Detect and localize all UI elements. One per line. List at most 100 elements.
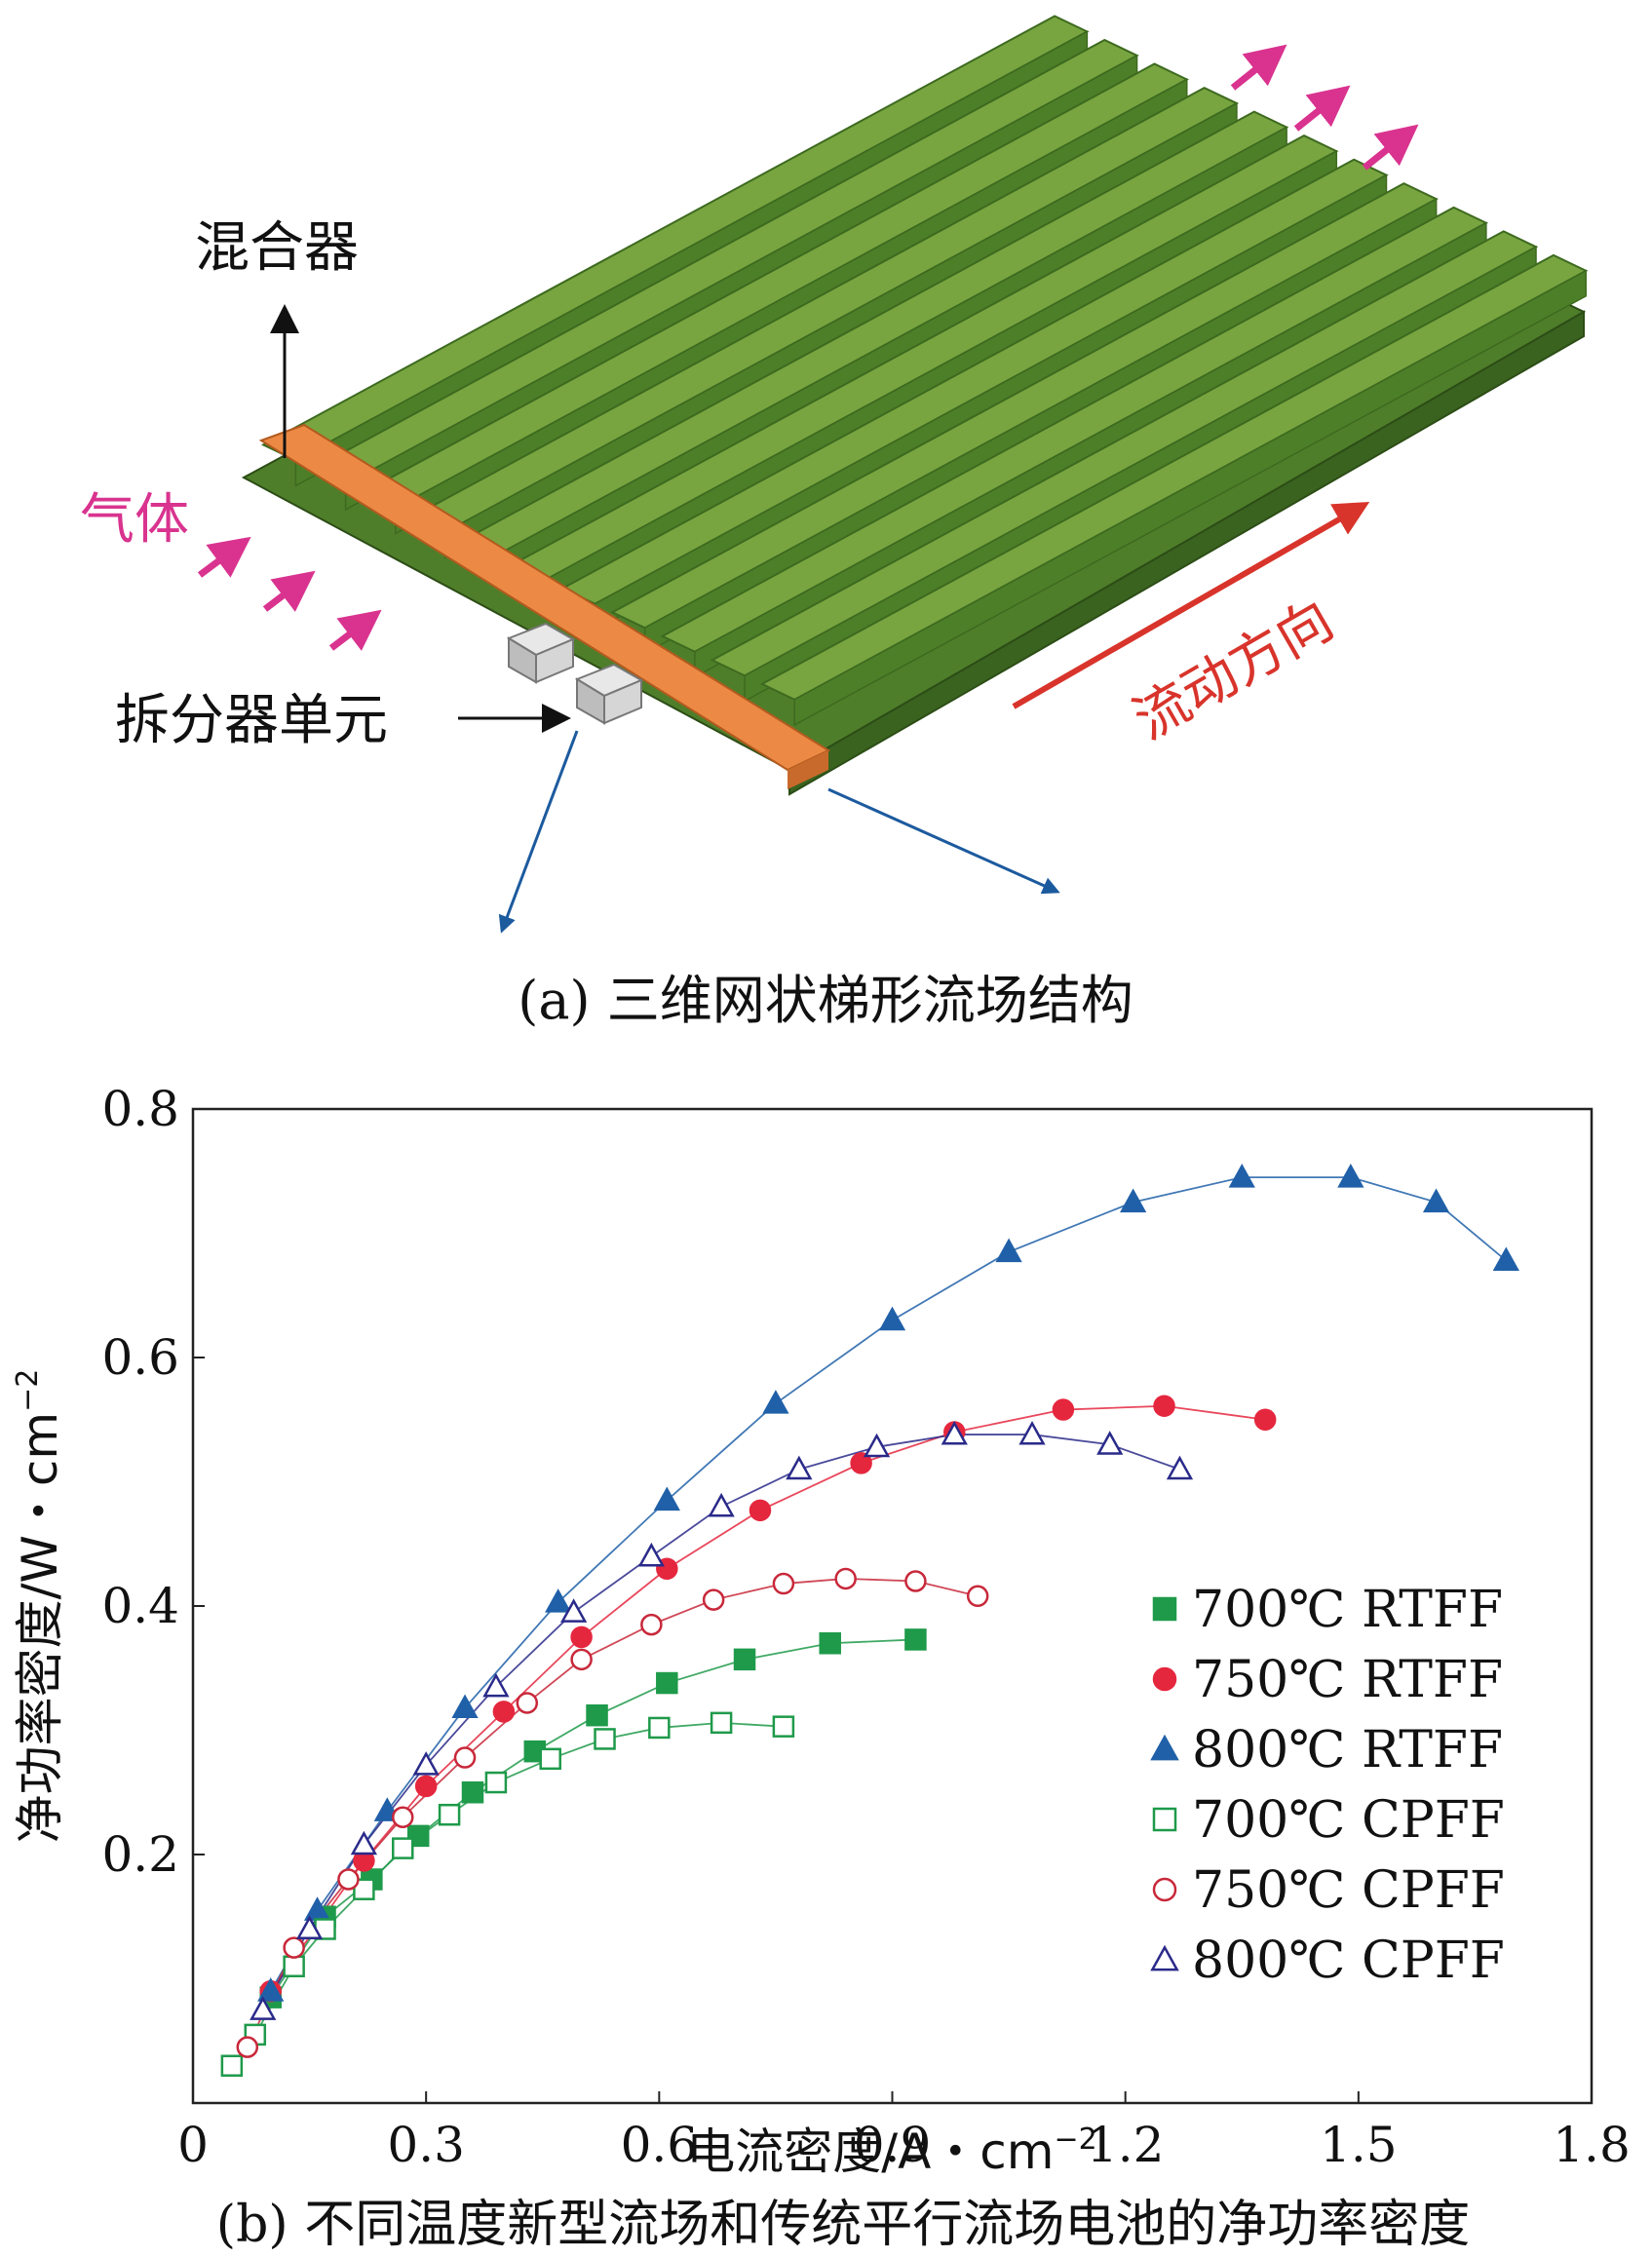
y-tick-label: 0.2 — [101, 1826, 179, 1883]
label-gas: 气体 — [80, 488, 189, 552]
data-point — [904, 1570, 927, 1592]
series-line — [246, 1578, 979, 2048]
flow-direction-arrow — [1012, 502, 1370, 709]
bottom-arrow-right — [827, 787, 1060, 895]
data-point — [570, 1648, 593, 1671]
legend-marker — [1152, 1807, 1177, 1832]
legend-marker — [1152, 1877, 1177, 1902]
legend-label: 700℃ CPFF — [1192, 1791, 1505, 1850]
data-point — [353, 1878, 375, 1900]
data-point — [484, 1771, 508, 1794]
data-point — [295, 1915, 324, 1939]
data-point — [570, 1626, 593, 1649]
data-point — [1052, 1398, 1075, 1421]
series-line — [269, 1176, 1507, 1992]
series-line — [231, 1721, 784, 2067]
ridge-side — [793, 269, 1587, 727]
x-tick-label: 0 — [177, 2117, 209, 2173]
legend-marker — [1150, 1944, 1179, 1971]
label-flow-direction: 流动方向 — [1124, 589, 1344, 752]
legend: 700℃ RTFF 750℃ RTFF 800℃ RTFF 700℃ CPFF 750℃… — [1150, 1581, 1505, 1990]
y-axis-label-text: 净功率密度/W・cm — [12, 1412, 68, 1843]
data-point — [236, 2036, 259, 2058]
x-tick-label: 1.2 — [1087, 2117, 1165, 2173]
data-point — [995, 1238, 1022, 1263]
data-point — [516, 1692, 539, 1714]
data-point — [1492, 1246, 1519, 1271]
data-point — [283, 1936, 305, 1959]
legend-label: 750℃ RTFF — [1192, 1651, 1503, 1709]
ridge-group — [260, 15, 1589, 727]
series-line — [261, 1434, 1180, 2010]
data-point — [710, 1711, 733, 1735]
splitter-blocks — [506, 622, 644, 725]
data-point — [1166, 1455, 1194, 1480]
series-line — [269, 1638, 916, 1999]
data-point — [257, 1977, 285, 2002]
y-axis-label-sup: −2 — [11, 1369, 45, 1412]
data-point — [1153, 1395, 1175, 1417]
legend-label: 800℃ RTFF — [1192, 1721, 1503, 1779]
flow-field-diagram: 混合器 气体 拆分器单元 流动方向 (a) 三维网状梯形流场结构 — [80, 15, 1589, 1031]
data-point — [1337, 1164, 1364, 1188]
data-point — [414, 1775, 438, 1798]
data-point — [653, 1486, 680, 1511]
y-tick-label: 0.6 — [101, 1329, 179, 1386]
data-point — [220, 2054, 244, 2077]
axis-ticks: 0 0.3 0.6 0.9 1.2 1.5 1.8 0.2 0.4 0.6 0.8 — [101, 1081, 1630, 2173]
power-density-chart: 0 0.3 0.6 0.9 1.2 1.5 1.8 0.2 0.4 0.6 0.8 700℃ RTF… — [11, 1081, 1631, 2254]
data-point — [1422, 1188, 1450, 1213]
data-point — [834, 1567, 857, 1590]
data-point — [392, 1837, 414, 1859]
data-point — [482, 1672, 510, 1698]
y-tick-label: 0.8 — [101, 1081, 179, 1137]
data-point — [1253, 1408, 1277, 1431]
data-point — [594, 1728, 616, 1750]
inlet-arrow-3 — [328, 609, 382, 651]
data-point — [283, 1955, 305, 1977]
data-point — [941, 1420, 968, 1445]
x-axis-label: 电流密度/A・cm−2 — [686, 2123, 1096, 2180]
data-point — [1018, 1420, 1046, 1445]
data-point — [904, 1628, 927, 1651]
x-axis-label-sup: −2 — [1055, 2123, 1097, 2157]
x-tick-label: 1.5 — [1320, 2117, 1398, 2173]
series-markers — [220, 1164, 1519, 2077]
x-tick-label: 0.9 — [854, 2117, 932, 2173]
x-tick-label: 0.6 — [621, 2117, 699, 2173]
data-point — [250, 1996, 277, 2020]
caption-a: (a) 三维网状梯形流场结构 — [518, 970, 1133, 1031]
data-point — [1228, 1164, 1255, 1188]
data-point — [451, 1694, 479, 1718]
data-point — [772, 1715, 795, 1738]
data-point — [438, 1803, 461, 1826]
data-point — [412, 1751, 440, 1776]
outlet-arrow-1 — [1230, 44, 1287, 91]
data-point — [492, 1701, 516, 1723]
caption-b: (b) 不同温度新型流场和传统平行流场电池的净功率密度 — [216, 2196, 1470, 2254]
data-point — [337, 1868, 360, 1891]
inlet-arrow-1 — [197, 536, 251, 578]
data-point — [539, 1747, 561, 1771]
legend-label: 750℃ CPFF — [1192, 1861, 1505, 1920]
x-axis-label-text: 电流密度/A・cm — [686, 2123, 1054, 2180]
data-point — [850, 1452, 872, 1474]
data-point — [640, 1613, 663, 1636]
data-point — [749, 1499, 772, 1522]
data-point — [637, 1542, 665, 1567]
legend-marker — [1152, 1596, 1177, 1622]
data-point — [350, 1830, 378, 1855]
data-point — [786, 1455, 813, 1480]
data-point — [708, 1492, 735, 1517]
y-tick-label: 0.4 — [101, 1578, 179, 1634]
data-point — [863, 1433, 891, 1458]
data-point — [545, 1588, 572, 1613]
data-point — [878, 1306, 906, 1331]
data-point — [733, 1648, 756, 1671]
outlet-arrow-3 — [1362, 124, 1419, 171]
label-mixer: 混合器 — [195, 216, 359, 280]
data-point — [1096, 1431, 1124, 1455]
data-point — [656, 1671, 678, 1695]
label-splitter: 拆分器单元 — [115, 689, 388, 752]
legend-label: 700℃ RTFF — [1192, 1581, 1503, 1639]
